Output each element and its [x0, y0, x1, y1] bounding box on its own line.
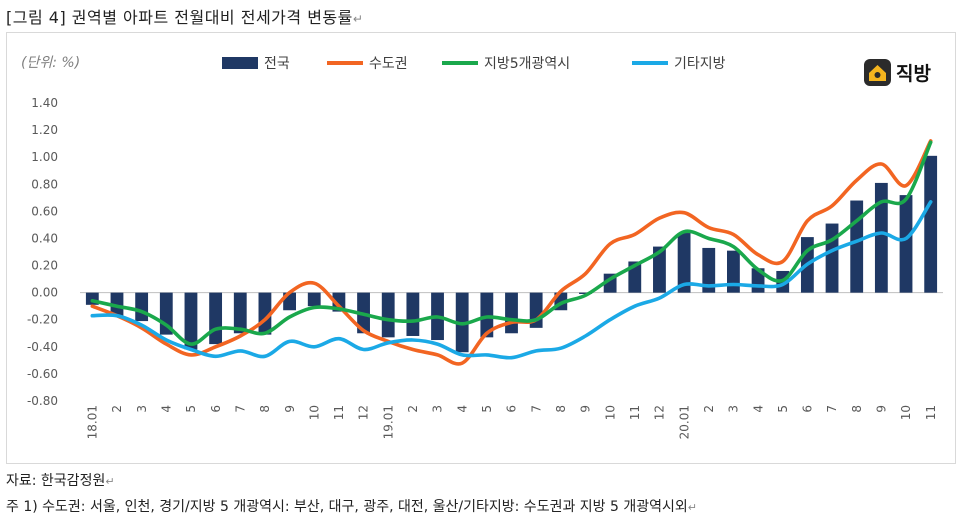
bar-nation — [899, 195, 913, 293]
y-tick-label: -0.20 — [27, 313, 58, 327]
x-tick-label: 9 — [875, 405, 889, 413]
y-tick-label: -0.40 — [27, 340, 58, 354]
bar-nation — [135, 292, 149, 322]
legend-label: 기타지방 — [674, 56, 726, 72]
x-tick-label: 3 — [727, 405, 741, 413]
return-mark: ↵ — [687, 501, 697, 514]
x-tick-label: 3 — [135, 405, 149, 413]
unit-label: (단위: %) — [21, 55, 80, 71]
bar-nation — [850, 200, 864, 293]
legend-label: 수도권 — [369, 56, 408, 72]
bar-nation — [924, 155, 938, 293]
y-tick-label: -0.80 — [27, 394, 58, 408]
x-tick-label: 4 — [751, 405, 765, 413]
return-mark: ↵ — [105, 475, 115, 488]
x-tick-label: 5 — [776, 405, 790, 413]
line-bar-chart: (단위: %) 1.40 1.20 1.00 0.80 0.60 0.40 0.20 0.00 -… — [21, 55, 943, 439]
bar-nation — [184, 292, 198, 350]
line-metro5 — [90, 140, 933, 346]
x-tick-label: 12 — [357, 405, 371, 420]
x-tick-label: 20.01 — [677, 405, 691, 439]
x-tick-label: 10 — [603, 405, 617, 420]
y-tick-label: 0.00 — [31, 286, 58, 300]
x-tick-label: 2 — [406, 405, 420, 413]
bar-nation — [480, 292, 494, 338]
logo-text: 직방 — [896, 63, 931, 85]
bar-nation — [209, 292, 223, 345]
logo-house-window-icon — [874, 72, 881, 78]
x-tick-label: 5 — [480, 405, 494, 413]
bar-nation — [825, 223, 839, 293]
bar-nation — [381, 292, 395, 338]
x-tick-label: 3 — [431, 405, 445, 413]
figure-title-text: [그림 4] 권역별 아파트 전월대비 전세가격 변동률 — [6, 8, 353, 27]
y-tick-label: 1.20 — [31, 123, 58, 137]
bar-nation — [233, 292, 247, 334]
bar-nation — [110, 292, 124, 316]
x-tick-label: 6 — [505, 405, 519, 413]
legend-label: 지방5개광역시 — [484, 56, 570, 72]
bar-nation — [702, 247, 716, 293]
y-tick-label: 0.20 — [31, 259, 58, 273]
x-tick-label: 5 — [184, 405, 198, 413]
x-tick-label: 6 — [801, 405, 815, 413]
x-tick-label: 8 — [850, 405, 864, 413]
bar-nation — [406, 292, 420, 336]
footnote-text: 주 1) 수도권: 서울, 인천, 경기/지방 5 개광역시: 부산, 대구, … — [6, 499, 688, 515]
footnote: 주 1) 수도권: 서울, 인천, 경기/지방 5 개광역시: 부산, 대구, … — [6, 496, 697, 516]
legend-label: 전국 — [264, 56, 290, 72]
bar-nation — [505, 292, 518, 334]
zigbang-logo: 직방 — [864, 59, 931, 86]
bar-nation — [727, 250, 740, 293]
x-tick-label: 9 — [283, 405, 297, 413]
bar-nation — [307, 292, 321, 307]
line-capital — [90, 139, 933, 366]
x-tick-label: 4 — [455, 405, 469, 413]
x-tick-label: 7 — [529, 405, 543, 413]
y-tick-label: 1.40 — [31, 96, 58, 110]
x-tick-label: 10 — [307, 405, 321, 420]
x-tick-label: 11 — [924, 405, 938, 420]
y-tick-label: -0.60 — [27, 367, 58, 381]
bar-nation — [874, 182, 888, 293]
x-tick-label: 8 — [554, 405, 568, 413]
x-tick-label: 2 — [110, 405, 124, 413]
line-other — [90, 200, 933, 360]
x-tick-label: 18.01 — [86, 405, 100, 439]
return-mark: ↵ — [352, 12, 364, 26]
x-tick-label: 7 — [825, 405, 839, 413]
x-tick-label: 2 — [702, 405, 716, 413]
y-tick-label: 0.60 — [31, 204, 58, 218]
y-tick-label: 1.00 — [31, 150, 58, 164]
x-tick-label: 12 — [653, 405, 667, 420]
x-tick-label: 7 — [233, 405, 247, 413]
x-tick-label: 19.01 — [381, 405, 395, 439]
x-tick-label: 8 — [258, 405, 272, 413]
x-tick-label: 11 — [628, 405, 642, 420]
x-tick-label: 4 — [160, 405, 174, 413]
y-tick-label: 0.80 — [31, 177, 58, 191]
bar-nation — [677, 233, 691, 293]
bar-nation — [653, 246, 666, 293]
x-tick-label: 6 — [209, 405, 223, 413]
source-text: 자료: 한국감정원 — [6, 473, 106, 489]
legend-swatch-nation — [222, 57, 258, 69]
x-tick-label: 9 — [579, 405, 593, 413]
source-note: 자료: 한국감정원↵ — [6, 470, 115, 490]
y-tick-label: 0.40 — [31, 231, 58, 245]
x-tick-label: 10 — [899, 405, 913, 420]
chart-frame: (단위: %) 1.40 1.20 1.00 0.80 0.60 0.40 0.20 0.00 -… — [6, 32, 956, 464]
figure-title: [그림 4] 권역별 아파트 전월대비 전세가격 변동률↵ — [6, 4, 363, 28]
x-tick-label: 11 — [332, 405, 346, 420]
